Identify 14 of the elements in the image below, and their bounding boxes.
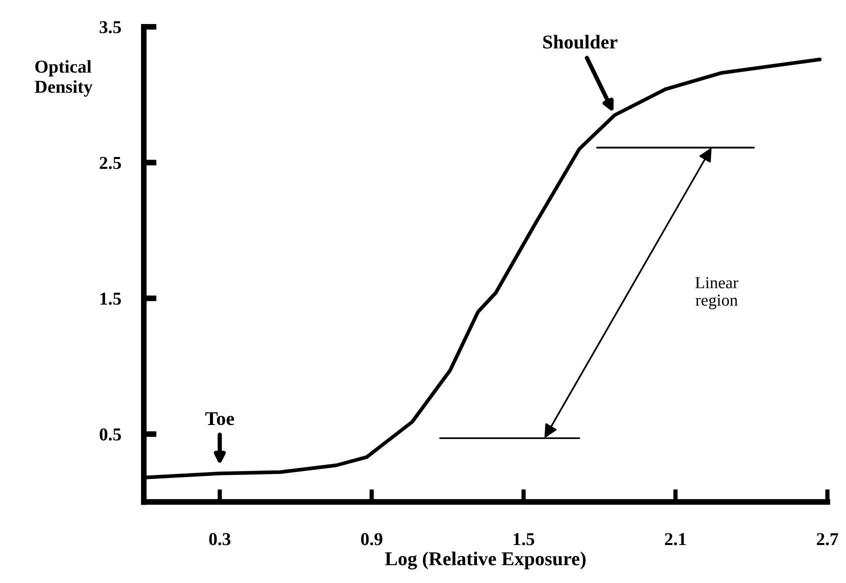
x-axis-title: Log (Relative Exposure) [385,552,586,570]
annotation: Toe [205,412,234,426]
y-tick-label: 2.5 [100,156,121,170]
x-tick-label: 2.1 [664,533,686,546]
annotation: Shoulder [543,34,618,49]
y-tick-label: 3.5 [100,21,121,34]
y-tick-label: 1.5 [100,292,121,305]
y-axis-title: Optical Density [34,60,92,97]
x-tick-label: 0.9 [361,533,382,546]
annotation: Linear region [695,277,738,310]
y-tick-label: 0.5 [100,428,121,441]
x-tick-label: 2.7 [816,533,838,546]
x-tick-label: 0.3 [209,533,230,546]
x-tick-label: 1.5 [514,533,534,546]
